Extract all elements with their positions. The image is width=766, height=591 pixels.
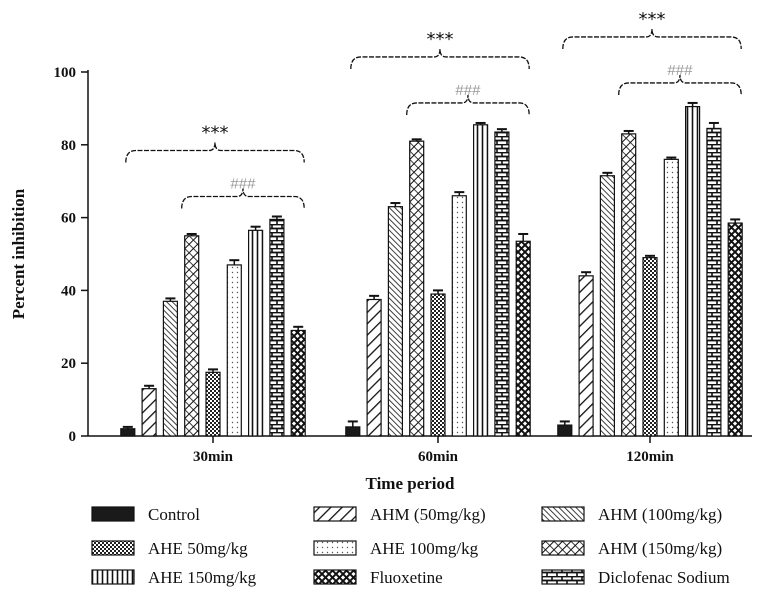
chart-axes: 0 20 40 60 80 100 30min 60min 120min Time period P… xyxy=(9,65,752,493)
legend-swatch xyxy=(313,540,357,556)
bar xyxy=(515,240,531,437)
significance-bracket-treatment xyxy=(181,188,305,209)
bar xyxy=(141,388,157,437)
bar xyxy=(557,424,573,437)
bar xyxy=(205,371,221,437)
legend-swatch xyxy=(91,569,135,585)
bar xyxy=(451,195,467,437)
bar xyxy=(366,298,382,437)
bar xyxy=(727,222,743,437)
legend-label: Control xyxy=(148,505,200,524)
bar xyxy=(494,131,510,437)
significance-bracket-control xyxy=(125,142,305,163)
x-tick-label: 60min xyxy=(418,449,459,465)
significance-stars: *** xyxy=(427,29,454,50)
x-tick-label: 120min xyxy=(626,449,674,465)
legend-label: Fluoxetine xyxy=(370,568,443,587)
bar xyxy=(269,218,285,437)
legend-label: AHE 50mg/kg xyxy=(148,539,248,558)
bar xyxy=(290,329,306,437)
legend-swatch xyxy=(313,506,357,522)
bar xyxy=(599,175,616,437)
x-axis-title: Time period xyxy=(366,474,455,493)
bar xyxy=(621,133,637,437)
bar xyxy=(706,127,722,437)
bar xyxy=(345,426,361,437)
legend-label: AHM (50mg/kg) xyxy=(370,505,486,524)
bar xyxy=(248,229,264,437)
y-tick-label: 100 xyxy=(54,65,77,81)
x-tick-label: 30min xyxy=(193,449,234,465)
legend-swatch xyxy=(541,506,585,522)
bar xyxy=(473,124,489,437)
bar xyxy=(120,428,136,437)
significance-bracket-treatment xyxy=(406,94,530,115)
bar xyxy=(162,300,178,437)
significance-stars: *** xyxy=(202,123,229,144)
significance-bracket-control xyxy=(350,48,530,69)
bar xyxy=(663,158,679,437)
significance-bracket-treatment xyxy=(618,74,742,95)
bar xyxy=(642,257,658,437)
bar xyxy=(226,264,242,437)
bar xyxy=(578,275,594,437)
bar xyxy=(430,293,446,437)
significance-hashes: ### xyxy=(667,62,693,79)
significance-stars: *** xyxy=(639,9,666,30)
legend-swatch xyxy=(91,540,135,556)
legend-label: AHE 150mg/kg xyxy=(148,568,257,587)
y-tick-label: 20 xyxy=(61,356,76,372)
y-tick-label: 60 xyxy=(61,211,76,227)
y-axis-title: Percent inhibition xyxy=(9,188,28,319)
legend-label: AHM (150mg/kg) xyxy=(598,539,722,558)
y-tick-label: 0 xyxy=(69,429,77,445)
significance-annotations: *** ### *** ### *** ### xyxy=(125,9,742,209)
significance-hashes: ### xyxy=(455,82,481,99)
significance-hashes: ### xyxy=(230,176,256,193)
legend-label: Diclofenac Sodium xyxy=(598,568,730,587)
legend-swatch xyxy=(541,569,585,585)
bar xyxy=(184,235,200,437)
legend-label: AHM (100mg/kg) xyxy=(598,505,722,524)
legend-swatch xyxy=(91,506,135,522)
chart-bars xyxy=(120,101,743,437)
bar xyxy=(409,140,425,437)
legend-swatch xyxy=(313,569,357,585)
legend-label: AHE 100mg/kg xyxy=(370,539,479,558)
y-tick-label: 40 xyxy=(61,283,76,299)
bar xyxy=(684,105,701,437)
y-tick-label: 80 xyxy=(61,138,76,154)
bar xyxy=(387,206,403,437)
significance-bracket-control xyxy=(562,28,742,49)
legend-swatch xyxy=(541,540,585,556)
chart-legend: Control AHM (50mg/kg) AHM (100mg/kg) AHE 50… xyxy=(91,505,730,587)
